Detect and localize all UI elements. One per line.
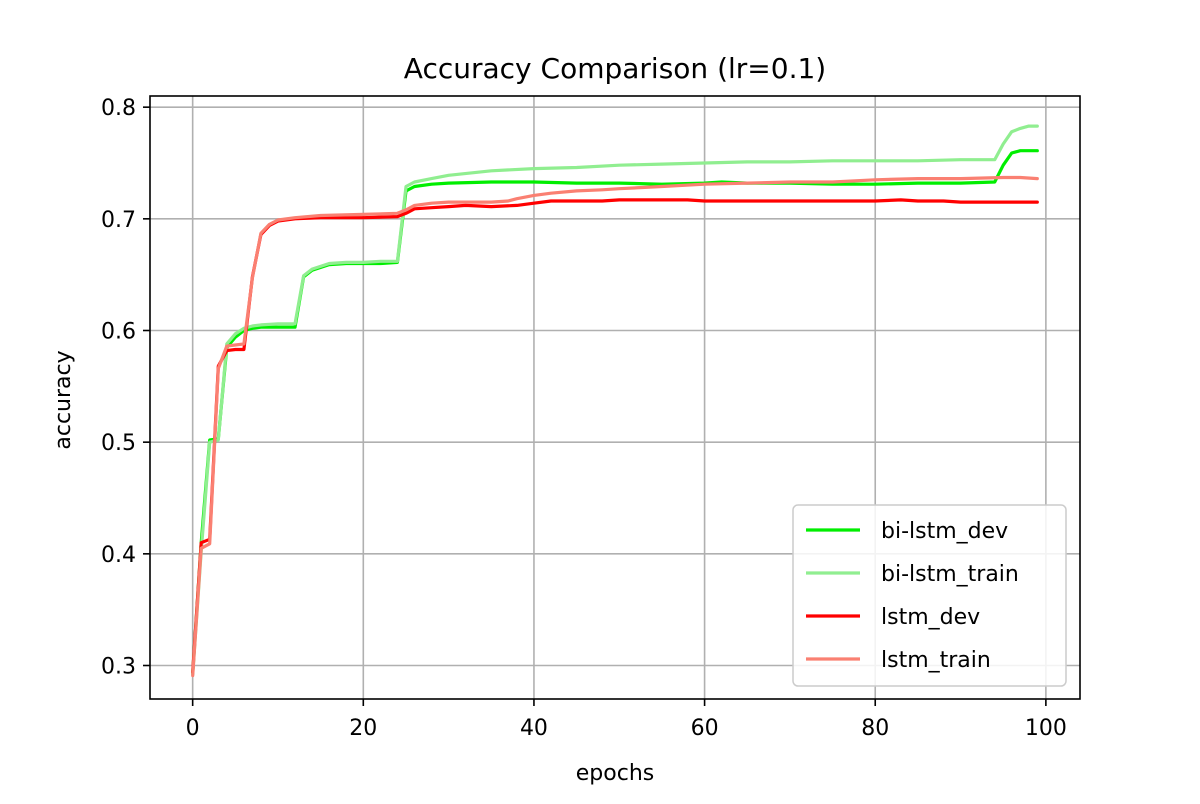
x-tick-label: 40 [520,716,548,741]
y-tick-label: 0.6 [101,320,136,345]
x-tick-label: 80 [861,716,889,741]
x-tick-label: 100 [1025,716,1067,741]
x-tick-label: 60 [691,716,719,741]
legend-label: bi-lstm_dev [881,519,1008,544]
y-tick-label: 0.8 [101,96,136,121]
series-line-bi-lstm_train [191,124,1039,677]
y-axis-ticks: 0.3 0.4 0.5 0.6 0.7 0.8 [101,96,150,680]
y-tick-label: 0.3 [101,655,136,680]
legend-label: lstm_train [881,648,991,673]
plot-frame [149,95,1081,700]
x-tick-label: 20 [349,716,377,741]
y-tick-label: 0.4 [101,543,136,568]
series-line-lstm_train [191,175,1039,678]
legend-box [792,504,1067,687]
legend-label: bi-lstm_train [881,562,1019,587]
x-axis-label: epochs [576,761,654,786]
legend-label: lstm_dev [881,605,980,630]
y-axis-label: accuracy [51,350,76,449]
chart-title: Accuracy Comparison (lr=0.1) [404,52,826,85]
series-line-bi-lstm_dev [191,149,1039,675]
y-tick-label: 0.5 [101,431,136,456]
y-tick-label: 0.7 [101,208,136,233]
legend: bi-lstm_dev bi-lstm_train lstm_dev lstm_tra… [792,504,1067,687]
x-tick-label: 0 [186,716,200,741]
x-axis-ticks: 0 20 40 60 80 100 [186,699,1067,741]
series-lines [191,124,1039,678]
